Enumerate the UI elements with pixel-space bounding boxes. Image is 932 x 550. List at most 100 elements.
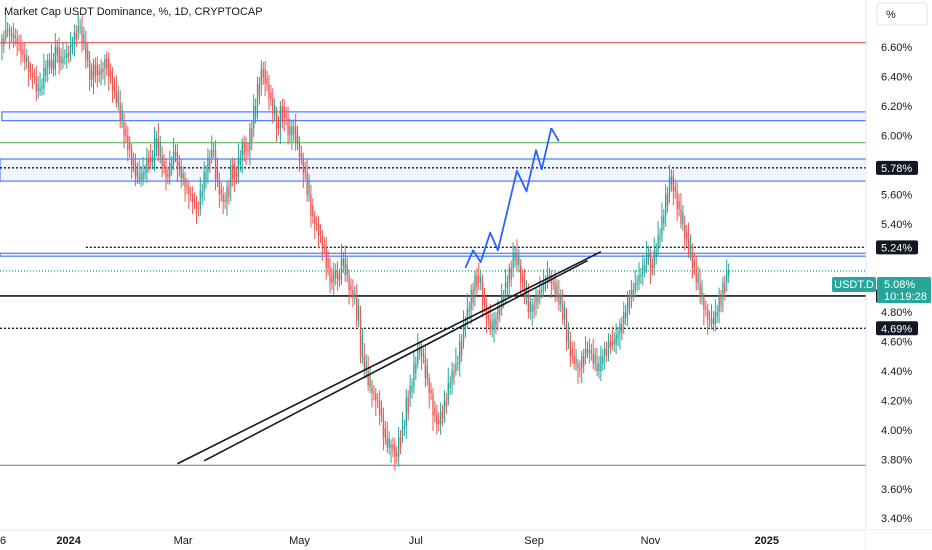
candle-body-165 — [630, 290, 633, 298]
candle-body-119-b — [457, 362, 459, 364]
candle-body-165-b — [632, 290, 634, 295]
unit-toggle-button[interactable]: % — [876, 2, 928, 26]
x-ticks-layer[interactable]: 6 2024 Mar May Jul Sep Nov 2025 — [0, 535, 779, 547]
candle-body-9 — [35, 76, 37, 92]
candle-125-b — [480, 269, 482, 291]
candle-183-b — [701, 279, 703, 305]
candle-body-41-b — [159, 143, 161, 157]
candle-body-94 — [359, 319, 362, 357]
candle-73 — [279, 101, 282, 144]
candle-body-161 — [615, 334, 617, 345]
candle-body-114-b — [438, 419, 440, 424]
candle-6-b — [26, 49, 28, 70]
candle-body-85-b — [327, 257, 329, 268]
candle-body-120 — [459, 341, 461, 364]
candle-109-b — [418, 341, 421, 360]
candle-25 — [96, 56, 98, 88]
trendline-1 — [203, 259, 588, 462]
candle-body-176 — [672, 176, 675, 192]
candle-123 — [470, 284, 472, 325]
countdown-label: 10:19:28 — [884, 291, 927, 303]
candle-145-b — [556, 279, 558, 302]
candle-176 — [672, 170, 675, 206]
candle-73-b — [281, 98, 283, 129]
candle-140-b — [537, 290, 539, 309]
candle-body-90-b — [346, 264, 348, 276]
candle-body-79-b — [304, 168, 306, 173]
candle-27 — [104, 54, 106, 86]
candle-body-116 — [443, 400, 446, 413]
candle-168 — [642, 254, 644, 286]
candle-body-168-b — [644, 265, 646, 271]
symbol-label: USDT.D — [834, 279, 874, 291]
candle-body-158 — [604, 348, 606, 357]
candle-43 — [165, 159, 167, 191]
candle-body-86-b — [331, 275, 333, 283]
price-tag-box — [876, 321, 918, 336]
candle-body-35 — [134, 164, 137, 177]
y-tick-label: 4.20% — [881, 395, 912, 407]
candle-156 — [596, 348, 598, 377]
candle-165-b — [632, 282, 634, 302]
candle-body-100 — [382, 415, 385, 438]
candles-layer — [1, 13, 730, 471]
candle-17 — [66, 43, 68, 69]
candle-51-b — [197, 201, 200, 217]
candle-body-156-b — [598, 363, 600, 371]
candle-171-b — [655, 242, 657, 265]
levels-layer — [0, 42, 866, 466]
candle-141 — [539, 276, 541, 305]
candle-body-164-b — [628, 297, 631, 308]
price-tag-label: 5.24% — [881, 242, 912, 254]
candle-body-43-b — [167, 174, 169, 177]
candle-2 — [8, 24, 11, 50]
candle-body-49 — [188, 186, 190, 195]
candle-body-186-b — [712, 318, 715, 324]
candle-body-65 — [249, 128, 251, 151]
candle-body-74-b — [285, 114, 287, 118]
candle-body-84 — [321, 235, 324, 246]
candle-113-b — [434, 400, 436, 423]
candle-body-91-b — [350, 285, 352, 291]
candle-body-163-b — [624, 312, 627, 318]
candle-body-119 — [455, 363, 457, 371]
candle-body-48 — [184, 178, 186, 187]
candle-body-83 — [317, 223, 320, 236]
candle-22 — [85, 30, 87, 69]
candle-47 — [180, 158, 182, 189]
candle-125 — [478, 262, 480, 291]
candle-70-b — [270, 85, 272, 106]
candle-body-140 — [535, 297, 537, 305]
candle-body-73-b — [281, 106, 283, 122]
candle-body-181 — [691, 253, 694, 268]
candle-body-10 — [39, 88, 41, 92]
candle-body-18 — [69, 44, 72, 53]
candle-55 — [211, 135, 213, 164]
candle-body-85 — [325, 245, 327, 268]
candle-body-188 — [718, 297, 720, 313]
candle-body-62-b — [239, 157, 242, 165]
candle-body-95-b — [365, 361, 367, 371]
candle-107 — [409, 374, 411, 407]
candle-49 — [188, 181, 190, 210]
candle-18-b — [71, 36, 74, 55]
candle-body-132-b — [506, 282, 509, 288]
candle-body-46 — [176, 151, 179, 170]
candle-body-1 — [5, 29, 7, 39]
candle-19-b — [75, 25, 77, 48]
candle-body-147-b — [563, 308, 566, 320]
candle-167 — [638, 262, 640, 291]
candle-66-b — [254, 98, 257, 124]
candle-body-138-b — [529, 301, 531, 313]
candle-body-63 — [241, 142, 243, 158]
candle-25-b — [98, 64, 100, 83]
candle-14-b — [56, 39, 58, 63]
price-axis-panel[interactable] — [866, 0, 932, 530]
candle-139-b — [533, 297, 535, 319]
candle-body-9-b — [37, 83, 39, 92]
candle-114-b — [438, 412, 440, 432]
candle-34-b — [132, 152, 135, 173]
candle-body-177 — [676, 191, 678, 210]
